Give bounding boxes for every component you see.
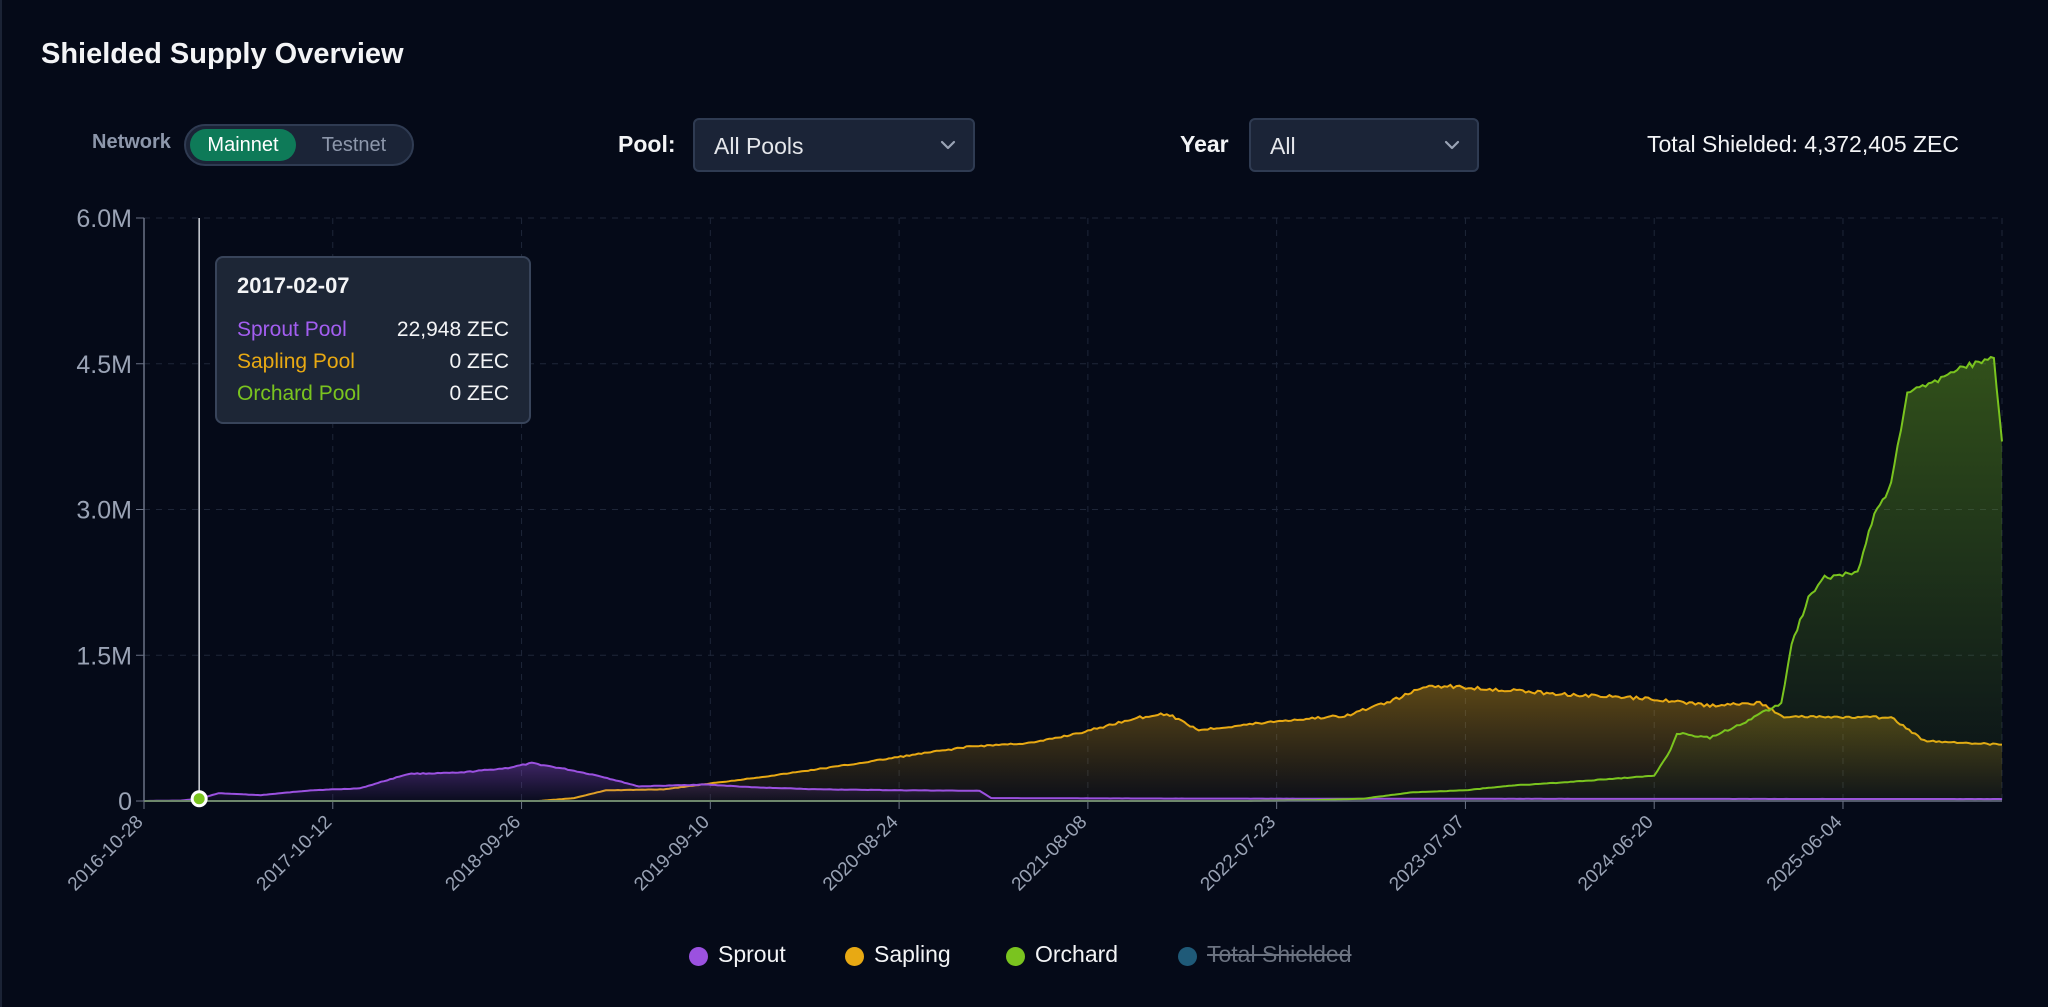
legend-dot	[1006, 947, 1025, 966]
y-tick-label: 3.0M	[76, 497, 132, 525]
area-sprout	[144, 762, 2002, 801]
chevron-down-icon	[940, 140, 956, 150]
legend-dot	[845, 947, 864, 966]
network-option-mainnet[interactable]: Mainnet	[190, 129, 296, 161]
x-tick-label: 2017-10-12	[253, 812, 337, 896]
page-title: Shielded Supply Overview	[41, 38, 404, 70]
year-select-value: All	[1270, 133, 1296, 159]
tooltip-date: 2017-02-07	[237, 273, 350, 298]
x-tick-label: 2018-09-26	[442, 812, 526, 896]
tooltip-row-orchard: Orchard Pool 0 ZEC	[237, 382, 509, 412]
network-option-testnet[interactable]: Testnet	[321, 134, 387, 156]
year-label: Year	[1180, 131, 1229, 157]
legend-label: Sapling	[874, 941, 951, 967]
tooltip-pool-name: Orchard Pool	[237, 382, 361, 405]
chevron-down-icon	[1444, 140, 1460, 150]
pool-select-value: All Pools	[714, 133, 804, 159]
x-tick-label: 2023-07-07	[1385, 812, 1469, 896]
x-tick-label: 2022-07-23	[1197, 812, 1281, 896]
y-tick-label: 1.5M	[76, 642, 132, 670]
x-tick-label: 2020-08-24	[819, 811, 903, 895]
network-label: Network	[92, 131, 171, 153]
network-toggle[interactable]: Mainnet Testnet	[184, 124, 414, 166]
hover-point	[190, 790, 208, 808]
tooltip-pool-value: 22,948 ZEC	[396, 318, 509, 341]
legend-dot	[689, 947, 708, 966]
legend-label: Orchard	[1035, 941, 1119, 967]
legend-dot	[1178, 947, 1197, 966]
legend-label: Total Shielded	[1207, 941, 1352, 967]
y-tick-label: 6.0M	[76, 205, 132, 233]
legend-label: Sprout	[718, 941, 786, 967]
y-tick-label: 4.5M	[76, 351, 132, 379]
tooltip-row-sprout: Sprout Pool 22,948 ZEC	[237, 318, 509, 348]
tooltip-pool-name: Sprout Pool	[237, 318, 347, 341]
x-tick-label: 2019-09-10	[630, 812, 714, 896]
chart-tooltip: 2017-02-07 Sprout Pool 22,948 ZEC Saplin…	[215, 256, 531, 424]
x-tick-label: 2021-08-08	[1008, 812, 1092, 896]
x-tick-label: 2025-06-04	[1763, 811, 1847, 895]
pool-label: Pool:	[618, 131, 676, 157]
y-tick-label: 0	[118, 788, 132, 816]
x-tick-label: 2024-06-20	[1574, 812, 1658, 896]
area-orchard	[144, 357, 2002, 801]
tooltip-pool-value: 0 ZEC	[449, 382, 509, 405]
tooltip-pool-value: 0 ZEC	[449, 350, 509, 373]
year-select[interactable]: All	[1249, 118, 1479, 172]
total-shielded: Total Shielded: 4,372,405 ZEC	[1647, 131, 1959, 157]
tooltip-row-sapling: Sapling Pool 0 ZEC	[237, 350, 509, 380]
pool-select[interactable]: All Pools	[693, 118, 975, 172]
area-sapling	[144, 684, 2002, 801]
tooltip-pool-name: Sapling Pool	[237, 350, 355, 373]
x-tick-label: 2016-10-28	[64, 812, 148, 896]
